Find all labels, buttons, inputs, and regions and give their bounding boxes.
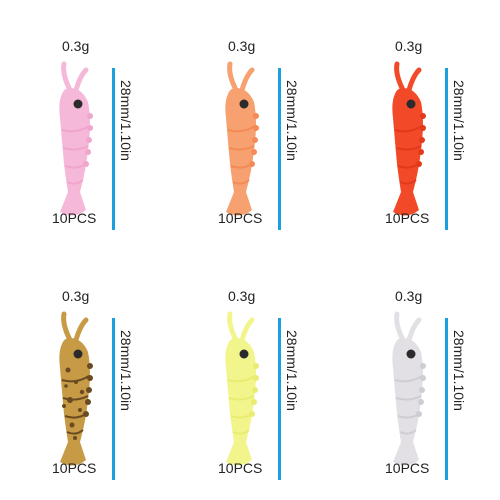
dimension-label: 28mm/1.10in: [451, 330, 467, 411]
dimension-label: 28mm/1.10in: [284, 330, 300, 411]
quantity-label: 10PCS: [218, 460, 263, 476]
dimension-label: 28mm/1.10in: [118, 330, 134, 411]
weight-label: 0.3g: [395, 38, 423, 54]
weight-label: 0.3g: [62, 38, 90, 54]
quantity-label: 10PCS: [52, 460, 97, 476]
dimension-line: [278, 68, 281, 230]
shrimp-lure-image: [206, 310, 276, 475]
quantity-label: 10PCS: [385, 210, 430, 226]
dimension-line: [112, 68, 115, 230]
dimension-line: [445, 318, 448, 480]
lure-variant: 0.3g: [333, 0, 499, 250]
shrimp-lure-image: [373, 310, 443, 475]
dimension-label: 28mm/1.10in: [284, 80, 300, 161]
dimension-line: [445, 68, 448, 230]
quantity-label: 10PCS: [52, 210, 97, 226]
lure-variant: 0.3g: [166, 0, 332, 250]
shrimp-lure-image: [40, 60, 110, 225]
quantity-label: 10PCS: [385, 460, 430, 476]
quantity-label: 10PCS: [218, 210, 263, 226]
dimension-label: 28mm/1.10in: [118, 80, 134, 161]
weight-label: 0.3g: [228, 288, 256, 304]
lure-variant: 0.3g: [166, 250, 332, 500]
dimension-label: 28mm/1.10in: [451, 80, 467, 161]
lure-variant: 0.3g: [333, 250, 499, 500]
shrimp-lure-image: [206, 60, 276, 225]
dimension-line: [278, 318, 281, 480]
weight-label: 0.3g: [395, 288, 423, 304]
dimension-line: [112, 318, 115, 480]
weight-label: 0.3g: [228, 38, 256, 54]
weight-label: 0.3g: [62, 288, 90, 304]
lure-variant: 0.3g: [0, 250, 166, 500]
shrimp-lure-image: [373, 60, 443, 225]
shrimp-lure-image: [40, 310, 110, 475]
lure-variant: 0.3g: [0, 0, 166, 250]
